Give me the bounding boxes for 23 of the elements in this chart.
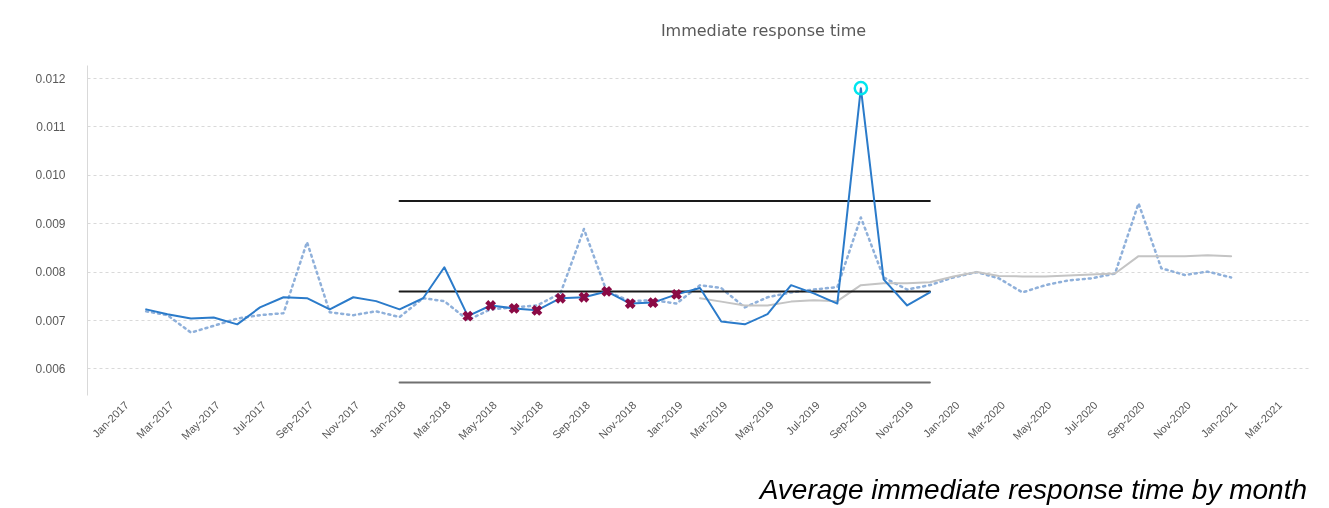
line-series [144,202,1233,334]
point [485,300,497,311]
y-tick-label: 0.011 [36,119,66,134]
point [647,297,659,308]
point [578,291,590,303]
y-tick-label: 0.008 [35,265,66,280]
line-series [699,254,1233,307]
point [671,288,682,300]
y-tick-label: 0.007 [35,313,66,328]
point [624,298,636,309]
y-tick-label: 0.006 [35,361,66,376]
text: Average immediate response time by month [759,474,1307,506]
point [508,302,520,314]
point [555,292,566,304]
line-series [145,87,931,326]
chart-title: Immediate response time [660,21,867,40]
y-tick-label: 0.009 [35,216,66,231]
point [531,304,543,316]
y-tick-label: 0.010 [35,168,66,183]
point [853,80,869,96]
y-tick-label: 0.012 [35,71,66,86]
point [601,286,613,297]
point [462,310,474,322]
